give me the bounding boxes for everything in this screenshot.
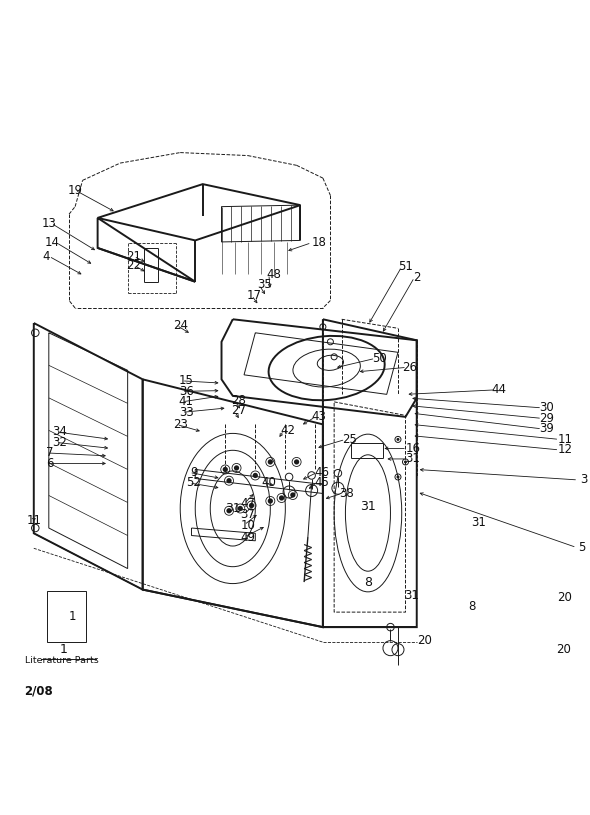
Text: 32: 32 [53,436,67,449]
Circle shape [249,503,254,508]
Text: 20: 20 [417,634,432,647]
Text: 36: 36 [179,385,194,398]
Text: 10: 10 [240,518,255,531]
Text: 25: 25 [342,433,356,446]
Text: 9: 9 [190,466,198,479]
Circle shape [279,496,284,500]
Text: 43: 43 [312,411,327,423]
Text: 31: 31 [225,502,241,515]
Text: 8: 8 [364,575,372,588]
Text: 50: 50 [372,352,386,365]
Text: 38: 38 [339,487,354,500]
Circle shape [404,460,407,464]
Text: 37: 37 [240,508,255,521]
Circle shape [290,492,296,498]
Text: 7: 7 [46,447,53,460]
Circle shape [234,465,239,470]
Text: 21: 21 [126,249,141,262]
Text: 11: 11 [27,514,42,527]
Circle shape [268,498,273,504]
Text: 48: 48 [267,267,281,280]
Text: 47: 47 [240,497,255,510]
Text: 28: 28 [231,394,246,407]
Text: 23: 23 [173,418,188,431]
Text: 16: 16 [405,442,421,455]
Circle shape [227,478,232,483]
Text: 8: 8 [468,600,476,613]
Text: 1: 1 [60,643,68,656]
Text: 39: 39 [539,422,554,435]
Text: 11: 11 [557,433,572,446]
Text: 45: 45 [314,477,329,490]
Text: 29: 29 [539,412,554,425]
Text: 31: 31 [404,589,419,602]
Text: 30: 30 [539,401,554,414]
Text: 1: 1 [69,610,77,623]
Text: 52: 52 [186,477,201,490]
Text: 27: 27 [231,404,246,417]
Text: 31: 31 [360,500,376,513]
Text: 15: 15 [179,374,194,387]
Text: 17: 17 [246,289,261,302]
Circle shape [222,467,228,472]
Circle shape [396,438,399,441]
Text: 20: 20 [556,643,571,656]
Text: 2/08: 2/08 [24,685,53,698]
Text: 31: 31 [405,452,421,465]
Text: 31: 31 [471,516,487,528]
Text: 2: 2 [413,271,421,284]
Circle shape [238,506,243,511]
Text: 4: 4 [43,249,50,262]
Text: 14: 14 [45,236,60,249]
Text: 33: 33 [179,406,194,419]
Text: 44: 44 [492,383,507,396]
Text: 3: 3 [581,474,588,487]
Text: 26: 26 [402,361,417,374]
Text: 49: 49 [240,531,255,544]
Text: 40: 40 [261,477,276,490]
Circle shape [253,473,258,478]
Text: 35: 35 [257,278,271,291]
Text: 46: 46 [314,466,329,479]
Circle shape [268,460,273,465]
Text: 13: 13 [41,217,56,230]
Text: 20: 20 [557,591,572,604]
Text: 12: 12 [557,443,572,456]
Text: 41: 41 [179,395,194,408]
Text: 22: 22 [126,258,141,271]
Text: 5: 5 [578,541,586,554]
Text: 6: 6 [46,457,53,470]
Circle shape [294,460,299,465]
Text: Literature Parts: Literature Parts [25,656,99,665]
Circle shape [227,508,232,513]
FancyBboxPatch shape [47,591,86,642]
Text: 18: 18 [312,236,327,249]
Text: 42: 42 [280,424,295,437]
Circle shape [396,475,399,478]
Text: 24: 24 [173,319,188,332]
Text: 34: 34 [53,425,67,438]
Text: 51: 51 [398,260,413,273]
Text: 19: 19 [68,183,83,196]
